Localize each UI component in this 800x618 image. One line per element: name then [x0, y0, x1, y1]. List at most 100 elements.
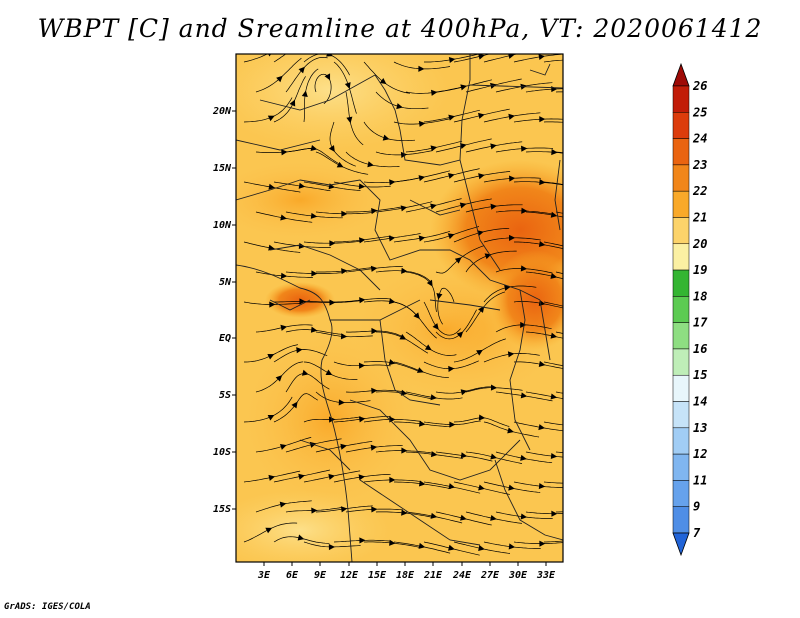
colorbar-swatch: [672, 453, 690, 481]
streamline-arrow: [311, 270, 318, 277]
streamline-arrow: [401, 447, 408, 454]
colorbar-swatch: [672, 217, 690, 245]
colorbar-swatch: [672, 296, 690, 323]
lon-tick-label: 33E: [536, 570, 556, 581]
streamline-arrow: [371, 207, 378, 215]
streamline-arrow: [269, 301, 276, 308]
streamline-arrow: [490, 514, 497, 521]
streamline-arrow: [456, 331, 464, 338]
streamline-arrow: [582, 90, 587, 95]
colorbar-swatch: [672, 269, 690, 297]
streamline-arrow: [279, 443, 287, 450]
streamline-arrow: [447, 233, 455, 240]
streamline-arrow: [550, 332, 558, 339]
streamline-arrow: [329, 299, 336, 306]
streamline-arrow: [388, 359, 396, 366]
lat-axis: 20N 15N 10N 5N EQ 5S 10S 15S: [212, 106, 236, 515]
colorbar-label: 16: [693, 342, 707, 356]
lon-tick-label: 12E: [340, 570, 359, 581]
colorbar-swatch: [672, 322, 690, 350]
streamline-arrow: [311, 507, 318, 514]
colorbar-label: 17: [693, 316, 708, 330]
streamline-arrow: [268, 474, 276, 481]
streamline-arrow: [324, 73, 331, 81]
streamline-arrow: [310, 144, 318, 151]
colorbar-swatch: [672, 374, 690, 402]
colorbar-swatch: [672, 138, 690, 166]
streamline-arrow: [400, 205, 408, 212]
streamline-arrow: [280, 324, 288, 331]
colorbar-label: 18: [693, 289, 707, 303]
streamline-arrow: [478, 173, 485, 180]
lat-tick-label: 15S: [213, 504, 231, 515]
streamline-arrow: [301, 369, 309, 376]
streamline-arrow: [538, 240, 546, 247]
colorbar-label: 26: [692, 79, 707, 93]
streamline-arrow: [430, 451, 438, 458]
streamline-arrow: [294, 45, 300, 50]
lat-tick-label: 5S: [219, 390, 231, 401]
streamline-arrow: [551, 510, 558, 517]
colorbar-label: 25: [692, 105, 707, 119]
streamline-arrow: [418, 235, 426, 242]
streamline-arrow: [478, 112, 485, 119]
streamline-arrow: [358, 362, 366, 369]
streamline-arrow: [413, 312, 420, 319]
streamline-arrow: [358, 474, 366, 481]
colorbar-label: 14: [693, 395, 707, 409]
streamline-arrow: [346, 116, 353, 124]
streamline-arrow: [298, 66, 305, 74]
lon-axis: 3E 6E 9E 12E 15E 18E 21E 24E 27E 30E 33E: [257, 562, 556, 581]
streamline-arrow: [426, 279, 433, 287]
colorbar-label: 19: [693, 263, 707, 277]
streamline-arrow: [299, 298, 306, 305]
streamline-arrow: [329, 240, 336, 247]
colorbar: 26 25 24 23 22 21 20 19 18 17 16 15 14 13 12 11 9 7: [672, 62, 708, 557]
streamline-arrow: [418, 175, 426, 182]
streamline-arrow: [581, 276, 586, 281]
streamline-arrow: [340, 443, 347, 450]
streamline-arrow: [416, 367, 424, 373]
lon-tick-label: 30E: [508, 570, 528, 581]
lat-tick-label: EQ: [219, 333, 231, 344]
streamline-arrow: [448, 114, 456, 121]
streamline: [543, 301, 563, 307]
streamline-arrow: [508, 113, 515, 120]
streamline: [543, 59, 563, 63]
lat-tick-label: 10N: [213, 220, 232, 231]
streamline-arrow: [581, 335, 586, 340]
streamline-arrow: [449, 421, 456, 428]
streamline-arrow: [508, 543, 516, 550]
streamline-arrow: [454, 257, 462, 264]
streamline-arrow: [389, 179, 396, 186]
streamline-arrow: [460, 84, 467, 91]
streamline-arrow: [371, 506, 378, 513]
lon-tick-label: 6E: [286, 570, 299, 581]
colorbar-label: 12: [693, 447, 707, 461]
streamline-arrow: [569, 538, 574, 543]
streamline-arrow: [430, 512, 438, 519]
colorbar-label: 22: [692, 184, 707, 198]
streamline: [555, 331, 563, 334]
streamline-arrow: [521, 145, 528, 152]
streamline-arrow: [520, 321, 527, 328]
streamline: [555, 151, 563, 154]
grads-credit: GrADS: IGES/COLA: [4, 602, 91, 612]
streamline-arrow: [388, 235, 396, 242]
streamline-arrow: [418, 480, 426, 487]
streamline-arrow: [267, 354, 275, 360]
streamline-arrow: [448, 173, 455, 179]
country-borders: [236, 54, 563, 562]
lon-tick-label: 18E: [396, 570, 415, 581]
streamline-arrow: [298, 473, 305, 480]
streamline-arrow: [310, 212, 318, 219]
streamline-arrow: [582, 451, 587, 456]
colorbar-bottom-arrow: [672, 532, 690, 557]
streamline-arrow: [280, 214, 287, 221]
streamline-arrow: [460, 452, 468, 459]
streamline-arrow: [328, 473, 335, 480]
streamline-arrow: [297, 534, 305, 541]
streamline-arrow: [569, 245, 575, 250]
streamline-arrow: [279, 501, 287, 508]
